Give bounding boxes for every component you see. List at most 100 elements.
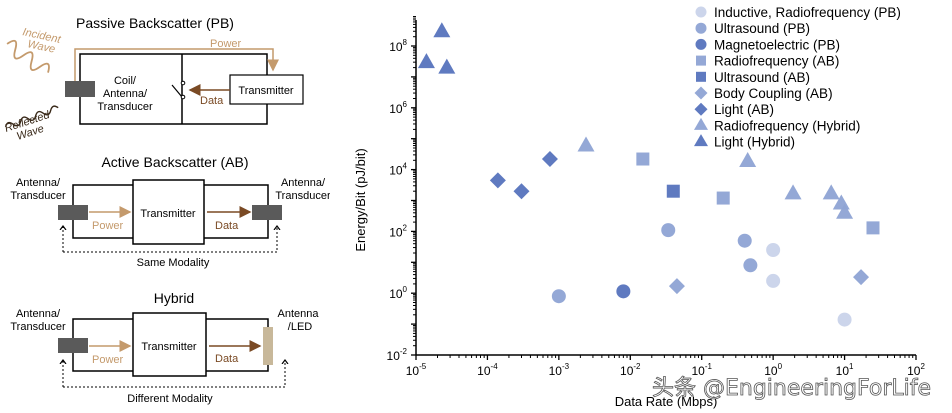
active-modality-label: Same Modality <box>137 257 210 269</box>
hybrid-diagram: Hybrid Antenna/ Transducer Antenna /LED … <box>10 290 319 405</box>
hybrid-left-label-1: Antenna/ <box>16 308 61 320</box>
y-tick-label: 106 <box>389 100 407 116</box>
active-left-antenna-block <box>58 205 88 220</box>
data-point-ultrasound-ab <box>666 184 680 198</box>
backscatter-diagrams: Passive Backscatter (PB) Incident Wave R… <box>3 15 330 405</box>
active-left-label-1: Antenna/ <box>16 177 61 189</box>
x-tick-label: 10-3 <box>549 362 570 378</box>
hybrid-transmitter-label: Transmitter <box>141 341 197 353</box>
data-point-radiofrequency-ab <box>636 152 650 166</box>
data-point-inductive-radiofrequency-pb <box>766 273 781 288</box>
legend-marker-magnetoelectric-pb <box>695 38 707 50</box>
legend-marker-radiofrequency-ab <box>696 55 706 66</box>
data-point-magnetoelectric-pb <box>616 284 631 299</box>
y-tick-label: 10-2 <box>387 347 408 363</box>
coil-label-2: Antenna/ <box>103 88 148 100</box>
data-point-light-ab <box>541 151 558 168</box>
data-point-light-hybrid <box>433 22 451 38</box>
watermark: 头条 @EngineeringForLife <box>652 376 932 402</box>
legend-marker-radiofrequency-hybrid <box>694 117 708 130</box>
hybrid-modality-label: Different Modality <box>127 393 213 405</box>
active-power-label: Power <box>92 220 124 232</box>
hybrid-right-label-2: /LED <box>288 321 313 333</box>
hybrid-title: Hybrid <box>154 290 194 306</box>
data-point-body-coupling-ab <box>853 269 870 286</box>
coil-label-1: Coil/ <box>114 75 137 87</box>
active-right-label-1: Antenna/ <box>281 177 326 189</box>
passive-data-label: Data <box>200 95 224 107</box>
data-point-inductive-radiofrequency-pb <box>837 312 852 327</box>
reflected-wave-icon: Reflected Wave <box>3 105 59 143</box>
legend-label: Light (Hybrid) <box>714 135 795 150</box>
active-backscatter-diagram: Active Backscatter (AB) Antenna/ Transdu… <box>10 154 330 269</box>
active-data-label: Data <box>215 220 239 232</box>
hybrid-data-label: Data <box>215 353 239 365</box>
y-tick-label: 102 <box>389 223 407 239</box>
data-point-radiofrequency-ab <box>866 221 880 235</box>
x-tick-label: 10-1 <box>691 362 712 378</box>
passive-power-label: Power <box>210 38 242 50</box>
chart-marks <box>417 22 880 327</box>
legend-label: Ultrasound (AB) <box>714 70 810 85</box>
active-right-label-2: Transducer <box>275 190 330 202</box>
legend-marker-light-ab <box>694 102 708 116</box>
x-tick-label: 100 <box>764 362 782 378</box>
data-point-radiofrequency-ab <box>716 191 730 205</box>
x-axis-label: Data Rate (Mbps) <box>615 394 718 409</box>
legend-label: Radiofrequency (AB) <box>714 54 839 69</box>
data-point-light-hybrid <box>417 53 435 69</box>
hybrid-left-antenna-block <box>58 338 88 353</box>
active-title: Active Backscatter (AB) <box>101 154 248 170</box>
legend-label: Ultrasound (PB) <box>714 21 810 36</box>
y-tick-label: 100 <box>389 285 407 301</box>
legend-marker-light-hybrid <box>694 134 708 147</box>
chart-axes: 10-5 10-4 10-3 10-2 10-1 100 101 102 10-2 100 102 1… <box>387 16 925 378</box>
active-transmitter-box <box>132 179 205 245</box>
active-right-antenna-block <box>252 205 282 220</box>
hybrid-led-block <box>263 327 273 365</box>
x-tick-label: 10-4 <box>477 362 498 378</box>
data-point-radiofrequency-hybrid <box>836 203 854 219</box>
data-point-ultrasound-pb <box>661 223 676 238</box>
legend-marker-ultrasound-pb <box>695 22 707 34</box>
y-tick-label: 104 <box>389 162 407 178</box>
data-point-ultrasound-pb <box>737 233 752 248</box>
active-left-label-2: Transducer <box>10 190 66 202</box>
legend-label: Inductive, Radiofrequency (PB) <box>714 5 901 20</box>
legend-marker-body-coupling-ab <box>694 86 708 100</box>
data-point-light-hybrid <box>438 58 456 74</box>
data-point-ultrasound-pb <box>551 289 566 304</box>
hybrid-left-label-2: Transducer <box>10 321 66 333</box>
legend-label: Body Coupling (AB) <box>714 86 833 101</box>
passive-transmitter-label: Transmitter <box>238 85 294 97</box>
legend-label: Radiofrequency (Hybrid) <box>714 118 860 133</box>
data-point-inductive-radiofrequency-pb <box>766 243 781 258</box>
chart-legend: Inductive, Radiofrequency (PB)Ultrasound… <box>694 5 901 150</box>
data-point-light-ab <box>513 183 530 200</box>
legend-label: Magnetoelectric (PB) <box>714 37 840 52</box>
passive-backscatter-diagram: Passive Backscatter (PB) Incident Wave R… <box>3 15 304 143</box>
hybrid-right-label-1: Antenna <box>278 308 320 320</box>
incident-wave-label-2: Wave <box>26 38 56 56</box>
data-point-radiofrequency-hybrid <box>577 136 595 152</box>
energy-vs-datarate-chart: 10-5 10-4 10-3 10-2 10-1 100 101 102 10-2 100 102 1… <box>353 5 925 409</box>
x-tick-label: 101 <box>836 362 854 378</box>
data-point-ultrasound-pb <box>743 258 758 273</box>
data-point-radiofrequency-hybrid <box>784 184 802 200</box>
active-transmitter-label: Transmitter <box>140 208 196 220</box>
x-tick-label: 10-2 <box>620 362 641 378</box>
legend-label: Light (AB) <box>714 102 774 117</box>
data-point-radiofrequency-hybrid <box>822 184 840 200</box>
y-tick-label: 108 <box>389 38 407 54</box>
y-axis-label: Energy/Bit (pJ/bit) <box>353 148 368 251</box>
data-point-body-coupling-ab <box>668 278 685 295</box>
hybrid-transmitter-box <box>132 312 207 377</box>
data-point-light-ab <box>489 172 506 189</box>
switch-icon <box>171 80 186 100</box>
x-tick-label: 10-5 <box>406 362 427 378</box>
incident-wave-icon: Incident Wave <box>6 26 62 73</box>
passive-title: Passive Backscatter (PB) <box>76 15 234 31</box>
hybrid-power-label: Power <box>92 354 124 366</box>
data-point-radiofrequency-hybrid <box>739 151 757 167</box>
legend-marker-inductive-radiofrequency-pb <box>695 6 707 18</box>
